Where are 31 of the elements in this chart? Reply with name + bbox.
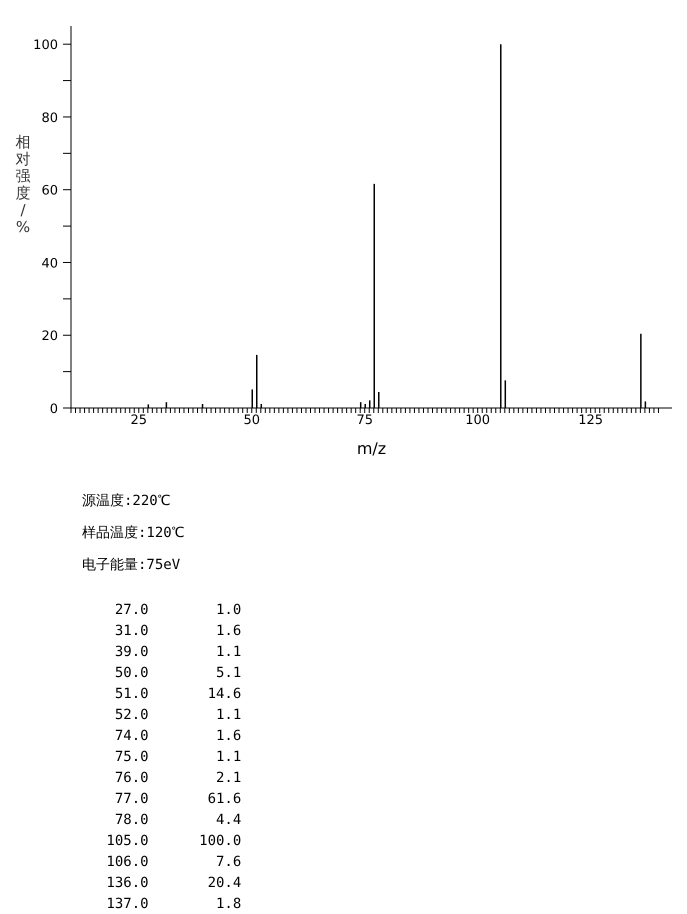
y-tick-label: 60 — [41, 184, 58, 199]
y-axis-title: 相对强度/% — [14, 133, 32, 236]
text: 77.0 61.6 — [114, 791, 242, 809]
y-tick-label: 20 — [41, 329, 58, 344]
text: 源温度:220℃ — [82, 492, 172, 511]
y-tick-label: 0 — [50, 402, 58, 417]
x-tick-label: 75 — [356, 413, 373, 428]
text: 电子能量:75eV — [82, 556, 182, 575]
text: 137.0 1.8 — [105, 896, 242, 914]
text: 50.0 5.1 — [114, 665, 242, 683]
text: 74.0 1.6 — [114, 728, 242, 746]
text: 105.0 100.0 — [105, 833, 242, 851]
text: 样品温度:120℃ — [82, 524, 186, 543]
x-tick-label: 50 — [243, 413, 260, 428]
x-tick-label: 100 — [465, 413, 490, 428]
y-tick-label: 100 — [33, 38, 58, 54]
text: 51.0 14.6 — [114, 686, 242, 704]
text: 27.0 1.0 — [114, 602, 242, 620]
text: 75.0 1.1 — [114, 749, 242, 767]
text: 76.0 2.1 — [114, 770, 242, 788]
y-tick-label: 40 — [41, 256, 58, 272]
x-tick-label: 25 — [130, 413, 148, 428]
text: 106.0 7.6 — [105, 854, 242, 872]
text: 78.0 4.4 — [114, 812, 242, 830]
y-tick-label: 80 — [41, 110, 58, 126]
text: 39.0 1.1 — [114, 644, 242, 662]
text: 136.0 20.4 — [105, 875, 242, 893]
text: 31.0 1.6 — [114, 623, 242, 641]
text: 52.0 1.1 — [114, 707, 242, 725]
x-tick-label: 125 — [578, 413, 604, 428]
x-axis-title: m/z — [356, 439, 386, 458]
